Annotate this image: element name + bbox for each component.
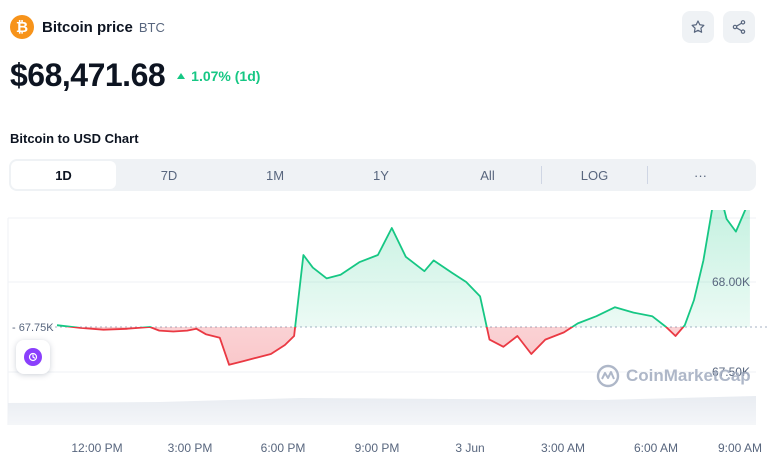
price-row: $68,471.68 1.07% (1d) bbox=[10, 57, 260, 94]
x-tick-label: 12:00 PM bbox=[71, 441, 122, 455]
coinmarketcap-watermark: CoinMarketCap bbox=[596, 364, 751, 388]
x-tick-label: 3:00 AM bbox=[541, 441, 585, 455]
volume-band bbox=[8, 396, 756, 425]
y-tick-label: 68.00K bbox=[712, 275, 750, 289]
price-line-up bbox=[56, 210, 747, 327]
timeframe-tabs: 1D 7D 1M 1Y All LOG ··· bbox=[9, 159, 756, 191]
coin-symbol: BTC bbox=[138, 19, 165, 35]
coinmarketcap-logo-icon bbox=[596, 364, 620, 388]
tab-7d[interactable]: 7D bbox=[160, 167, 178, 183]
share-button[interactable] bbox=[723, 11, 755, 43]
price-change-badge: 1.07% (1d) bbox=[177, 68, 260, 84]
star-icon bbox=[691, 20, 705, 33]
tab-1d[interactable]: 1D bbox=[11, 161, 116, 189]
price-change-text: 1.07% (1d) bbox=[191, 67, 261, 84]
tab-log[interactable]: LOG bbox=[580, 167, 609, 183]
history-icon bbox=[24, 348, 42, 366]
share-icon bbox=[732, 20, 746, 34]
tab-divider bbox=[541, 166, 542, 184]
x-tick-label: 3 Jun bbox=[455, 441, 484, 455]
baseline-label: - 67.75K bbox=[12, 322, 54, 334]
bitcoin-logo-icon: ₿ bbox=[10, 15, 34, 39]
watchlist-star-button[interactable] bbox=[682, 11, 714, 43]
chart-title: Bitcoin to USD Chart bbox=[10, 131, 139, 146]
x-tick-label: 9:00 PM bbox=[355, 441, 400, 455]
x-tick-label: 9:00 AM bbox=[718, 441, 762, 455]
x-tick-label: 3:00 PM bbox=[168, 441, 213, 455]
price-line-down bbox=[64, 327, 685, 366]
more-options-button[interactable]: ··· bbox=[694, 167, 707, 183]
price-area-down bbox=[57, 327, 750, 365]
watermark-text: CoinMarketCap bbox=[626, 366, 751, 385]
tab-1m[interactable]: 1M bbox=[265, 167, 285, 183]
x-tick-label: 6:00 AM bbox=[634, 441, 678, 455]
tab-divider bbox=[647, 166, 648, 184]
y-tick-label: 67.50K bbox=[712, 365, 750, 379]
caret-up-icon bbox=[177, 72, 186, 79]
price-area-up bbox=[57, 210, 750, 327]
tab-all[interactable]: All bbox=[480, 167, 495, 183]
x-tick-label: 6:00 PM bbox=[261, 441, 306, 455]
coin-header: ₿ Bitcoin price BTC bbox=[10, 12, 165, 42]
coin-name: Bitcoin price bbox=[42, 18, 133, 36]
tab-1y[interactable]: 1Y bbox=[373, 167, 389, 183]
history-button[interactable] bbox=[16, 340, 50, 374]
current-price: $68,471.68 bbox=[10, 57, 166, 93]
